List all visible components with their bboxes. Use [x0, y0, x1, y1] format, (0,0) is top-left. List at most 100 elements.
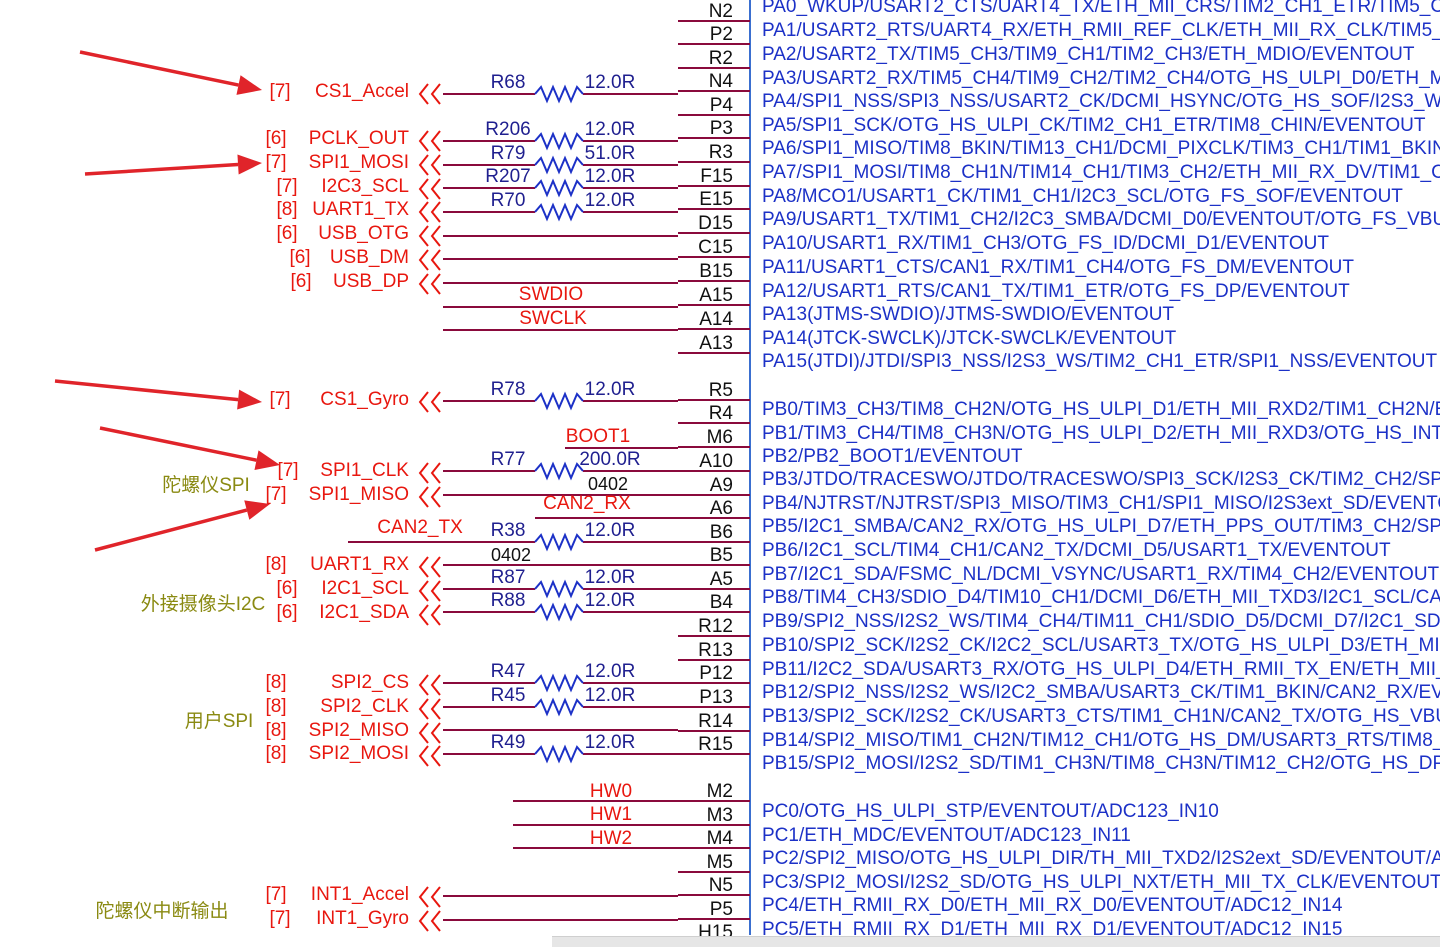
- annotation-arrow-head: [254, 450, 280, 470]
- net-sheet-ref: [6]: [265, 128, 286, 149]
- pin-number: P13: [699, 687, 733, 708]
- resistor-ref: R45: [491, 685, 526, 706]
- resistor-ref: R47: [491, 661, 526, 682]
- pin-number: M3: [707, 805, 733, 826]
- pin-function-label: PA2/USART2_TX/TIM5_CH3/TIM9_CH1/TIM2_CH3…: [762, 44, 1415, 65]
- pin-function-label: PB14/SPI2_MISO/TIM1_CH2N/TIM12_CH1/OTG_H…: [762, 730, 1440, 751]
- pin-number: D15: [698, 213, 733, 234]
- resistor-ref: R79: [491, 143, 526, 164]
- resistor-value: 12.0R: [585, 379, 636, 400]
- pin-function-label: PB0/TIM3_CH3/TIM8_CH2N/OTG_HS_ULPI_D1/ET…: [762, 399, 1440, 420]
- pin-number: M2: [707, 781, 733, 802]
- net-sheet-ref: [6]: [289, 247, 310, 268]
- pin-number: R3: [709, 142, 733, 163]
- net-port-chevron: [418, 886, 441, 908]
- pin-function-label: PB10/SPI2_SCK/I2S2_CK/I2C2_SCL/USART3_TX…: [762, 635, 1440, 656]
- net-port-chevron: [418, 604, 441, 626]
- pin-function-label: PC1/ETH_MDC/EVENTOUT/ADC123_IN11: [762, 825, 1131, 846]
- resistor-symbol: [534, 155, 584, 175]
- annotation-arrow-shaft: [54, 379, 239, 402]
- pin-number: P5: [710, 899, 733, 920]
- net-name: I2C3_SCL: [321, 176, 409, 197]
- pin-function-label: PB7/I2C1_SDA/FSMC_NL/DCMI_VSYNC/USART1_R…: [762, 564, 1440, 585]
- net-name: INT1_Gyro: [316, 908, 409, 929]
- wire-net-label: HW2: [590, 828, 632, 849]
- wire-net-label: BOOT1: [566, 426, 630, 447]
- resistor-value: 12.0R: [585, 166, 636, 187]
- resistor-symbol: [534, 602, 584, 622]
- pin-number: A6: [710, 498, 733, 519]
- resistor-symbol: [534, 673, 584, 693]
- group-label: 外接摄像头I2C: [141, 593, 266, 615]
- pin-number: R5: [709, 380, 733, 401]
- pin-number: R12: [698, 616, 733, 637]
- net-name: USB_DP: [333, 271, 409, 292]
- pin-number: A15: [699, 285, 733, 306]
- resistor-ref: R88: [491, 590, 526, 611]
- pin-function-label: PC5/ETH_RMII_RX_D1/ETH_MII_RX_D1/EVENTOU…: [762, 919, 1342, 940]
- pin-function-label: PB2/PB2_BOOT1/EVENTOUT: [762, 446, 1023, 467]
- resistor-value: 12.0R: [585, 119, 636, 140]
- net-name: SPI2_MOSI: [309, 743, 409, 764]
- net-name: I2C1_SCL: [321, 578, 409, 599]
- pin-function-label: PB8/TIM4_CH3/SDIO_D4/TIM10_CH1/DCMI_D6/E…: [762, 587, 1440, 608]
- resistor-value: 12.0R: [585, 190, 636, 211]
- net-port-chevron: [418, 178, 441, 200]
- resistor-value: 12.0R: [585, 72, 636, 93]
- net-sheet-ref: [8]: [265, 554, 286, 575]
- net-port-chevron: [418, 722, 441, 744]
- viewer-scrollbar[interactable]: [552, 936, 1440, 947]
- pin-number: P2: [710, 24, 733, 45]
- annotation-arrow-shaft: [94, 508, 248, 552]
- group-label: 用户SPI: [185, 710, 254, 732]
- pin-number: B15: [699, 261, 733, 282]
- annotation-arrow-shaft: [99, 426, 257, 462]
- pin-number: B5: [710, 545, 733, 566]
- pin-number: P3: [710, 118, 733, 139]
- group-labels-layer: 陀螺仪SPI 外接摄像头I2C 用户SPI 陀螺仪中断输出: [95, 474, 265, 922]
- resistor-symbol: [534, 697, 584, 717]
- pin-number: A9: [710, 475, 733, 496]
- net-port-chevron: [418, 698, 441, 720]
- pin-function-label: PB6/I2C1_SCL/TIM4_CH1/CAN2_TX/DCMI_D5/US…: [762, 540, 1391, 561]
- net-sheet-ref: [8]: [265, 743, 286, 764]
- annotation-arrow-head: [237, 389, 262, 410]
- pin-function-label: PB3/JTDO/TRACESWO/JTDO/TRACESWO/SPI3_SCK…: [762, 469, 1440, 490]
- pin-function-label: PB1/TIM3_CH4/TIM8_CH3N/OTG_HS_ULPI_D2/ET…: [762, 423, 1440, 444]
- net-name: INT1_Accel: [311, 884, 409, 905]
- wire-net-label: HW0: [590, 781, 632, 802]
- net-name: USB_OTG: [318, 223, 409, 244]
- annotation-arrow-shaft: [79, 50, 239, 87]
- net-port-chevron: [418, 486, 441, 508]
- net-sheet-ref: [7]: [269, 389, 290, 410]
- pin-function-label: PA10/USART1_RX/TIM1_CH3/OTG_FS_ID/DCMI_D…: [762, 233, 1329, 254]
- resistor-symbol: [534, 391, 584, 411]
- group-label: 陀螺仪中断输出: [95, 900, 228, 922]
- resistor-ref: R87: [491, 567, 526, 588]
- resistor-value: 51.0R: [585, 143, 636, 164]
- pin-number: A13: [699, 333, 733, 354]
- pin-function-label: PB13/SPI2_SCK/I2S2_CK/USART3_CTS/TIM1_CH…: [762, 706, 1440, 727]
- wire-net-label: HW1: [590, 804, 632, 825]
- net-name: SPI1_MISO: [309, 484, 409, 505]
- resistor-symbol: [534, 84, 584, 104]
- pin-number: B4: [710, 592, 734, 613]
- pin-number: B6: [710, 522, 733, 543]
- pin-function-label: PA11/USART1_CTS/CAN1_RX/TIM1_CH4/OTG_FS_…: [762, 257, 1354, 278]
- net-port-chevron: [418, 273, 441, 295]
- resistor-symbol: [534, 579, 584, 599]
- resistor-ref: R68: [491, 72, 526, 93]
- pin-function-label: PA14(JTCK-SWCLK)/JTCK-SWCLK/EVENTOUT: [762, 328, 1177, 349]
- pin-number: M6: [707, 427, 733, 448]
- pin-function-label: PA9/USART1_TX/TIM1_CH2/I2C3_SMBA/DCMI_D0…: [762, 209, 1440, 230]
- net-sheet-ref: [8]: [276, 199, 297, 220]
- net-sheet-ref: [8]: [265, 672, 286, 693]
- net-port-chevron: [418, 130, 441, 152]
- net-sheet-ref: [6]: [276, 602, 297, 623]
- net-sheet-ref: [6]: [290, 271, 311, 292]
- pin-function-label: PA13(JTMS-SWDIO)/JTMS-SWDIO/EVENTOUT: [762, 304, 1174, 325]
- net-name: I2C1_SDA: [319, 602, 409, 623]
- resistor-value: 12.0R: [585, 520, 636, 541]
- net-sheet-ref: [8]: [265, 696, 286, 717]
- pin-number: R15: [698, 734, 733, 755]
